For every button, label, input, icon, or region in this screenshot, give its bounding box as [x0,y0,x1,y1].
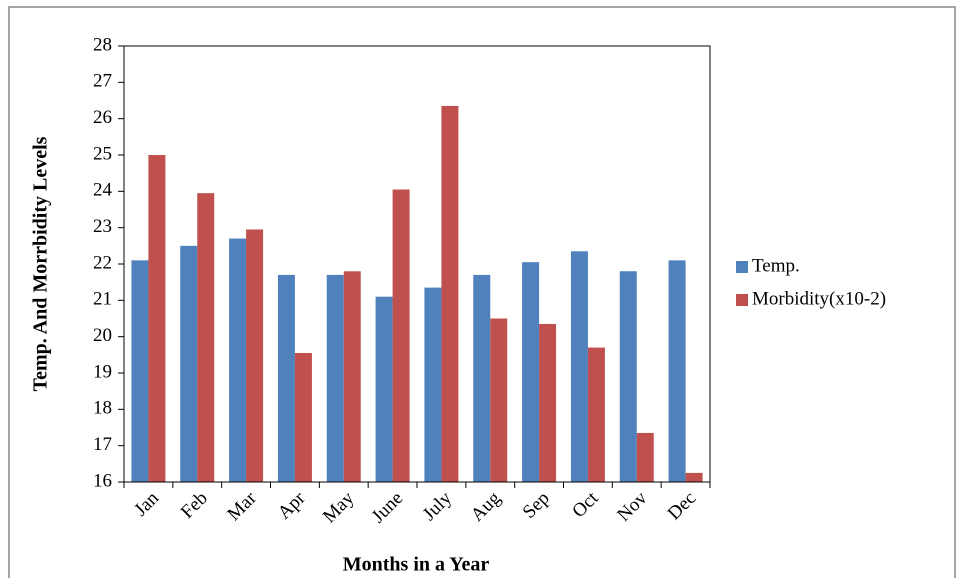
x-axis-title: Months in a Year [343,554,490,576]
y-tick-label: 26 [93,107,112,128]
bar [131,260,149,482]
y-tick-label: 20 [93,325,112,346]
y-tick-label: 17 [93,434,112,455]
y-tick-label: 27 [93,71,112,92]
bar [229,238,247,482]
bar [473,274,491,482]
bar [587,347,605,482]
bar [197,193,215,482]
legend-swatch [736,261,748,273]
y-tick-label: 19 [93,361,112,382]
y-tick-label: 24 [93,180,113,201]
legend-swatch [736,294,748,306]
bar [343,271,361,482]
legend-label: Temp. [752,255,800,276]
y-tick-label: 28 [93,34,112,55]
bar [148,155,166,482]
y-tick-label: 25 [93,143,112,164]
y-tick-label: 18 [93,398,112,419]
bar [636,432,654,482]
bar [424,287,442,482]
y-tick-label: 22 [93,252,112,273]
bar [180,245,198,482]
bar [685,472,703,482]
bar [441,105,459,482]
y-tick-label: 23 [93,216,112,237]
bar [490,318,508,482]
bar [668,260,686,482]
y-tick-label: 16 [93,470,112,491]
bar [619,271,637,482]
bar [570,251,588,482]
bar [326,274,344,482]
bar [392,189,410,482]
bar [294,353,312,482]
y-axis-title: Temp. And Morrbidity Levels [30,136,52,391]
bar [539,323,557,482]
bar [522,262,540,482]
bar [246,229,264,482]
bar [375,296,393,482]
bar [277,274,295,482]
plot-border [123,45,711,483]
legend-label: Morbidity(x10-2) [752,288,886,309]
y-tick-label: 21 [93,289,112,310]
